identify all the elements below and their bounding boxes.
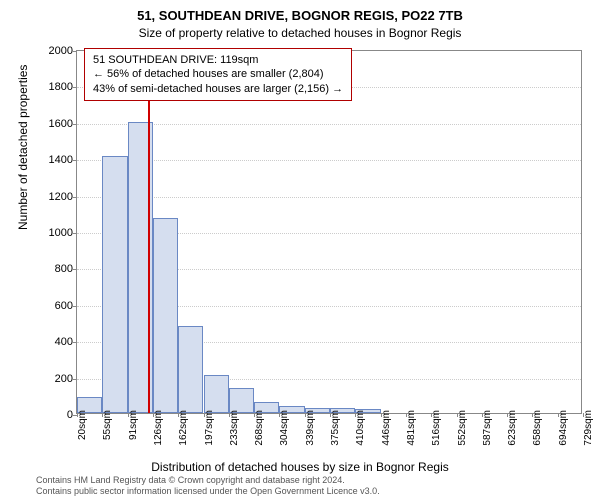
chart-title: 51, SOUTHDEAN DRIVE, BOGNOR REGIS, PO22 … <box>0 8 600 23</box>
x-tick-label: 481sqm <box>406 410 417 446</box>
x-tick-label: 694sqm <box>558 410 569 446</box>
y-tick-label: 800 <box>41 263 73 275</box>
y-tick-label: 1800 <box>41 81 73 93</box>
info-line-3: 43% of semi-detached houses are larger (… <box>93 82 343 96</box>
y-tick-mark <box>73 51 77 52</box>
y-tick-label: 400 <box>41 336 73 348</box>
x-tick-label: 126sqm <box>153 410 164 446</box>
chart-container: 51, SOUTHDEAN DRIVE, BOGNOR REGIS, PO22 … <box>0 0 600 500</box>
histogram-bar <box>204 375 229 413</box>
x-tick-label: 339sqm <box>305 410 316 446</box>
y-tick-label: 600 <box>41 300 73 312</box>
attribution: Contains HM Land Registry data © Crown c… <box>36 475 380 497</box>
histogram-bar <box>102 156 127 413</box>
histogram-bar <box>178 326 203 413</box>
x-tick-label: 516sqm <box>431 410 442 446</box>
y-tick-label: 0 <box>41 409 73 421</box>
y-tick-mark <box>73 197 77 198</box>
y-tick-mark <box>73 269 77 270</box>
y-axis-label: Number of detached properties <box>16 65 30 230</box>
x-tick-label: 233sqm <box>229 410 240 446</box>
y-tick-mark <box>73 87 77 88</box>
x-axis-label: Distribution of detached houses by size … <box>0 460 600 474</box>
chart-area: 020040060080010001200140016001800200020s… <box>76 50 582 414</box>
y-tick-mark <box>73 306 77 307</box>
x-tick-label: 304sqm <box>279 410 290 446</box>
y-tick-label: 200 <box>41 373 73 385</box>
x-tick-label: 587sqm <box>482 410 493 446</box>
x-tick-label: 55sqm <box>102 410 113 440</box>
x-tick-label: 162sqm <box>178 410 189 446</box>
attribution-line-1: Contains HM Land Registry data © Crown c… <box>36 475 380 486</box>
histogram-bar <box>153 218 178 413</box>
y-tick-label: 1200 <box>41 191 73 203</box>
x-tick-label: 375sqm <box>330 410 341 446</box>
attribution-line-2: Contains public sector information licen… <box>36 486 380 497</box>
x-tick-label: 623sqm <box>507 410 518 446</box>
y-tick-label: 1000 <box>41 227 73 239</box>
x-tick-label: 658sqm <box>532 410 543 446</box>
info-line-2: ← 56% of detached houses are smaller (2,… <box>93 67 343 81</box>
x-tick-label: 410sqm <box>355 410 366 446</box>
x-tick-label: 552sqm <box>457 410 468 446</box>
chart-subtitle: Size of property relative to detached ho… <box>0 26 600 40</box>
x-tick-label: 20sqm <box>77 410 88 440</box>
info-line-1: 51 SOUTHDEAN DRIVE: 119sqm <box>93 53 343 67</box>
plot-area: 020040060080010001200140016001800200020s… <box>76 50 582 414</box>
x-tick-label: 197sqm <box>204 410 215 446</box>
x-tick-label: 268sqm <box>254 410 265 446</box>
y-tick-mark <box>73 342 77 343</box>
x-tick-label: 729sqm <box>583 410 594 446</box>
y-tick-label: 2000 <box>41 45 73 57</box>
x-tick-label: 91sqm <box>128 410 139 440</box>
y-tick-label: 1600 <box>41 118 73 130</box>
y-tick-mark <box>73 160 77 161</box>
marker-line <box>148 51 150 413</box>
info-box: 51 SOUTHDEAN DRIVE: 119sqm ← 56% of deta… <box>84 48 352 101</box>
y-tick-label: 1400 <box>41 154 73 166</box>
y-tick-mark <box>73 124 77 125</box>
x-tick-label: 446sqm <box>381 410 392 446</box>
y-tick-mark <box>73 379 77 380</box>
y-tick-mark <box>73 233 77 234</box>
